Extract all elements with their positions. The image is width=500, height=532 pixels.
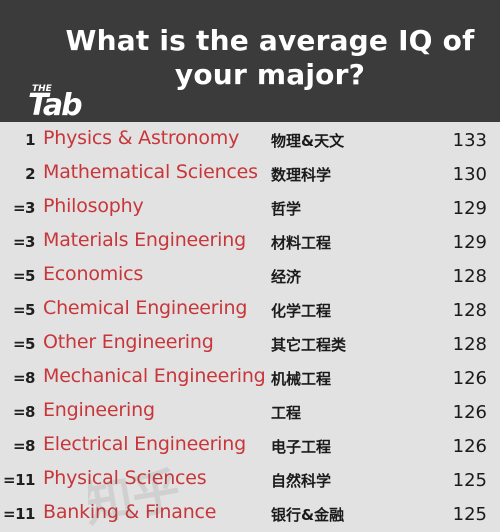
table-row: =3 Philosophy 哲学 129 [0, 192, 500, 226]
rank-label: 1 [0, 131, 35, 149]
iq-value: 125 [453, 504, 487, 525]
major-name-chinese: 工程 [271, 402, 301, 423]
rank-label: =11 [0, 471, 35, 489]
major-name: Philosophy [43, 195, 144, 217]
rank-label: =3 [0, 199, 35, 217]
header-banner: What is the average IQ of your major? TH… [0, 0, 500, 122]
major-name-chinese: 电子工程 [271, 436, 331, 457]
major-name-chinese: 物理&天文 [271, 130, 344, 151]
major-name-chinese: 自然科学 [271, 470, 331, 491]
svg-text:知乎: 知乎 [88, 462, 185, 527]
major-name: Mechanical Engineering [43, 365, 266, 387]
rank-label: =8 [0, 437, 35, 455]
iq-ranking-table: 1 Physics & Astronomy 物理&天文 133 2 Mathematica… [0, 122, 500, 527]
iq-value: 126 [453, 436, 487, 457]
iq-value: 129 [453, 198, 487, 219]
table-row: =8 Mechanical Engineering 机械工程 126 [0, 362, 500, 396]
iq-value: 129 [453, 232, 487, 253]
table-row: =5 Economics 经济 128 [0, 260, 500, 294]
major-name-chinese: 其它工程类 [271, 334, 346, 355]
iq-value: 126 [453, 402, 487, 423]
svg-text:Tab: Tab [28, 88, 82, 118]
major-name: Electrical Engineering [43, 433, 246, 455]
iq-value: 128 [453, 266, 487, 287]
rank-label: =5 [0, 267, 35, 285]
major-name: Other Engineering [43, 331, 214, 353]
rank-label: =8 [0, 369, 35, 387]
major-name: Economics [43, 263, 143, 285]
iq-value: 133 [453, 130, 487, 151]
the-tab-logo: THE Tab [28, 82, 100, 118]
table-row: 1 Physics & Astronomy 物理&天文 133 [0, 124, 500, 158]
table-row: =8 Engineering 工程 126 [0, 396, 500, 430]
major-name: Engineering [43, 399, 155, 421]
table-row: =5 Other Engineering 其它工程类 128 [0, 328, 500, 362]
watermark: 知乎 [88, 462, 238, 527]
rank-label: =11 [0, 505, 35, 523]
iq-value: 125 [453, 470, 487, 491]
major-name: Materials Engineering [43, 229, 246, 251]
major-name: Physics & Astronomy [43, 127, 239, 149]
major-name-chinese: 数理科学 [271, 164, 331, 185]
iq-value: 126 [453, 368, 487, 389]
rank-label: =8 [0, 403, 35, 421]
iq-value: 128 [453, 300, 487, 321]
rank-label: =5 [0, 301, 35, 319]
table-row: =3 Materials Engineering 材料工程 129 [0, 226, 500, 260]
major-name-chinese: 经济 [271, 266, 301, 287]
table-row: =11 Physical Sciences 自然科学 125 [0, 464, 500, 498]
table-row: 2 Mathematical Sciences 数理科学 130 [0, 158, 500, 192]
major-name-chinese: 机械工程 [271, 368, 331, 389]
major-name-chinese: 银行&金融 [271, 504, 344, 525]
rank-label: =5 [0, 335, 35, 353]
table-row: =8 Electrical Engineering 电子工程 126 [0, 430, 500, 464]
major-name: Chemical Engineering [43, 297, 247, 319]
major-name: Mathematical Sciences [43, 161, 258, 183]
rank-label: 2 [0, 165, 35, 183]
table-row: =5 Chemical Engineering 化学工程 128 [0, 294, 500, 328]
page-title: What is the average IQ of your major? [60, 24, 480, 92]
major-name-chinese: 哲学 [271, 198, 301, 219]
iq-value: 128 [453, 334, 487, 355]
rank-label: =3 [0, 233, 35, 251]
iq-value: 130 [453, 164, 487, 185]
major-name-chinese: 化学工程 [271, 300, 331, 321]
major-name-chinese: 材料工程 [271, 232, 331, 253]
